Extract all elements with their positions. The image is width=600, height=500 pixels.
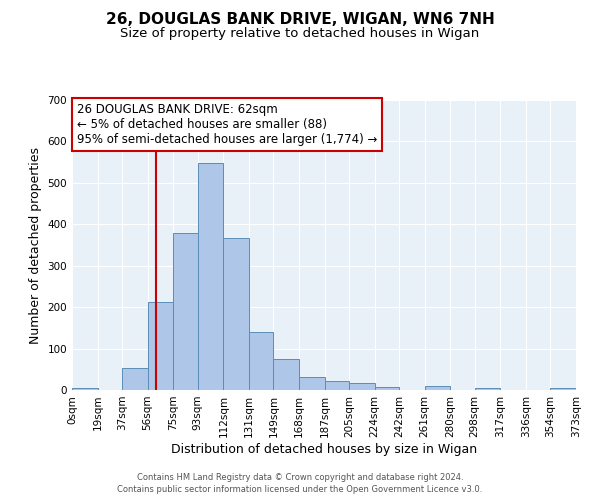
Bar: [122, 368, 148, 390]
Bar: [72, 388, 98, 390]
Bar: [374, 386, 399, 390]
Bar: [223, 238, 249, 390]
Y-axis label: Number of detached properties: Number of detached properties: [29, 146, 42, 344]
Text: 26, DOUGLAS BANK DRIVE, WIGAN, WN6 7NH: 26, DOUGLAS BANK DRIVE, WIGAN, WN6 7NH: [106, 12, 494, 28]
X-axis label: Distribution of detached houses by size in Wigan: Distribution of detached houses by size …: [171, 442, 477, 456]
Bar: [299, 376, 325, 390]
Text: Contains public sector information licensed under the Open Government Licence v3: Contains public sector information licen…: [118, 484, 482, 494]
Bar: [550, 388, 576, 390]
Bar: [475, 388, 500, 390]
Bar: [173, 232, 197, 390]
Bar: [249, 332, 274, 390]
Bar: [325, 382, 349, 390]
Text: Contains HM Land Registry data © Crown copyright and database right 2024.: Contains HM Land Registry data © Crown c…: [137, 473, 463, 482]
Bar: [349, 384, 374, 390]
Bar: [425, 386, 451, 390]
Bar: [197, 164, 223, 390]
Bar: [274, 359, 299, 390]
Bar: [148, 302, 173, 390]
Text: 26 DOUGLAS BANK DRIVE: 62sqm
← 5% of detached houses are smaller (88)
95% of sem: 26 DOUGLAS BANK DRIVE: 62sqm ← 5% of det…: [77, 103, 377, 146]
Text: Size of property relative to detached houses in Wigan: Size of property relative to detached ho…: [121, 28, 479, 40]
